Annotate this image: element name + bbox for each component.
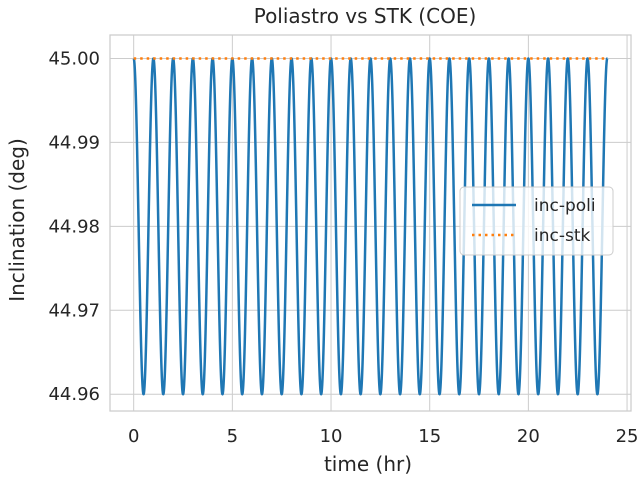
- x-axis-label: time (hr): [324, 452, 412, 476]
- x-tick-label: 10: [320, 426, 343, 447]
- y-tick-label: 44.98: [48, 216, 100, 237]
- y-tick-label: 44.97: [48, 300, 100, 321]
- legend-label-inc-poli: inc-poli: [534, 196, 596, 216]
- chart-title: Poliastro vs STK (COE): [254, 4, 477, 28]
- legend-label-inc-stk: inc-stk: [534, 226, 591, 246]
- x-tick-label: 15: [418, 426, 441, 447]
- x-tick-label: 5: [227, 426, 238, 447]
- y-tick-label: 44.99: [48, 132, 100, 153]
- x-tick-label: 0: [128, 426, 139, 447]
- y-axis-label: Inclination (deg): [5, 138, 29, 302]
- y-tick-label: 44.96: [48, 384, 100, 405]
- legend: inc-poli inc-stk: [459, 186, 614, 256]
- axes-spines: [109, 34, 632, 412]
- x-tick-label: 20: [517, 426, 540, 447]
- x-tick-label: 25: [616, 426, 639, 447]
- y-tick-label: 45.00: [48, 49, 100, 70]
- series-layer: [132, 57, 609, 396]
- tick-labels: 0 5 10 15 20 25 44.96 44.97 44.98 44.99 45.00: [48, 49, 638, 448]
- axes-frame: [109, 34, 632, 412]
